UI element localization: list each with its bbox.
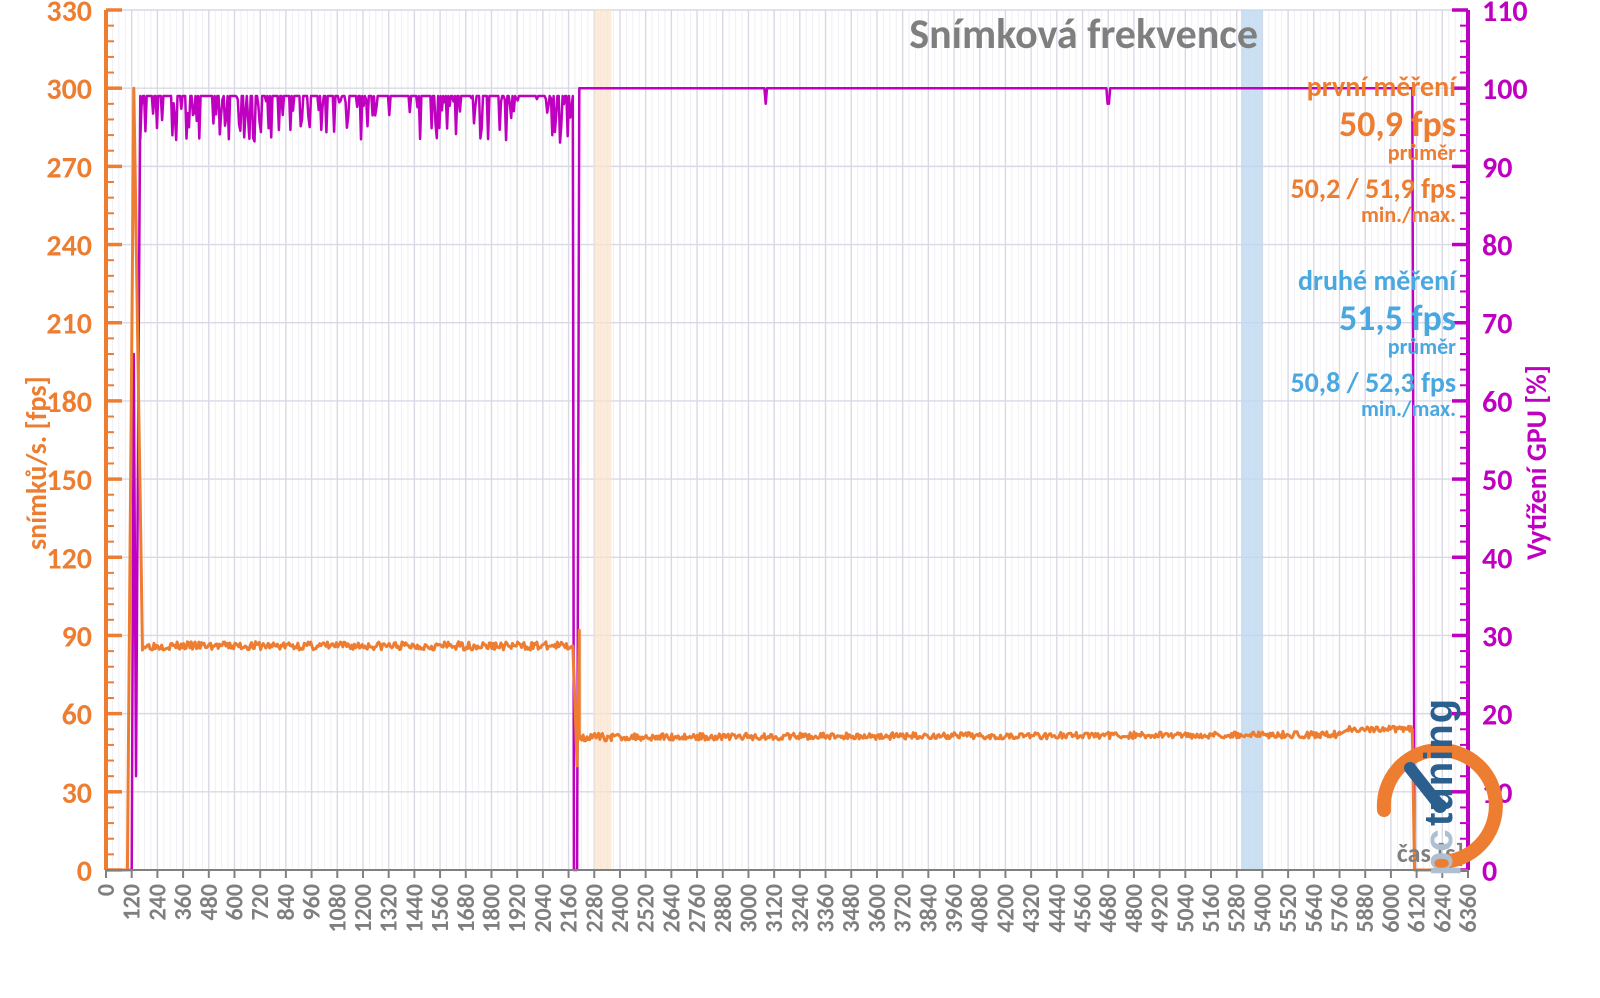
y-left-tick-label: 90 <box>62 618 92 655</box>
anno-sub: min./max. <box>1361 395 1456 422</box>
x-tick-label: 240 <box>143 884 172 921</box>
y-left-tick-label: 60 <box>62 697 92 734</box>
x-tick-label: 3480 <box>837 884 866 933</box>
x-tick-label: 3000 <box>734 884 763 933</box>
x-tick-label: 3240 <box>786 884 815 933</box>
anno-header: první měření <box>1307 69 1458 104</box>
x-tick-label: 2040 <box>529 884 558 933</box>
x-tick-label: 5280 <box>1223 884 1252 933</box>
y-right-tick-label: 80 <box>1482 228 1512 265</box>
x-tick-label: 5040 <box>1171 884 1200 933</box>
x-tick-label: 5520 <box>1274 884 1303 933</box>
x-tick-label: 3960 <box>940 884 969 933</box>
x-tick-label: 4320 <box>1017 884 1046 933</box>
x-tick-label: 1680 <box>452 884 481 933</box>
y-left-axis-label: snímků/s. [fps] <box>19 376 54 550</box>
x-tick-label: 1200 <box>349 884 378 933</box>
x-tick-label: 2640 <box>657 884 686 933</box>
y-right-tick-label: 90 <box>1482 149 1512 186</box>
x-tick-label: 1800 <box>477 884 506 933</box>
x-tick-label: 6360 <box>1454 884 1483 933</box>
y-left-tick-label: 330 <box>46 0 92 30</box>
x-tick-label: 3840 <box>914 884 943 933</box>
y-right-tick-label: 0 <box>1482 853 1497 890</box>
anno-sub: průměr <box>1388 333 1456 360</box>
x-tick-label: 4920 <box>1146 884 1175 933</box>
y-right-tick-label: 20 <box>1482 697 1512 734</box>
y-right-tick-label: 50 <box>1482 462 1512 499</box>
y-left-tick-label: 300 <box>46 71 92 108</box>
x-tick-label: 840 <box>272 884 301 921</box>
x-tick-label: 1560 <box>426 884 455 933</box>
x-tick-label: 120 <box>118 884 147 921</box>
y-right-tick-label: 100 <box>1482 71 1528 108</box>
x-tick-label: 2520 <box>632 884 661 933</box>
x-tick-label: 4080 <box>966 884 995 933</box>
x-tick-label: 1320 <box>375 884 404 933</box>
x-tick-label: 3600 <box>863 884 892 933</box>
logo-text-tuning: tuning <box>1417 698 1461 826</box>
x-tick-label: 5640 <box>1300 884 1329 933</box>
chart-svg: 0306090120150180210240270300330010203040… <box>0 0 1600 998</box>
x-tick-label: 360 <box>169 884 198 921</box>
chart-title: Snímková frekvence <box>909 9 1258 60</box>
x-tick-label: 5880 <box>1351 884 1380 933</box>
x-tick-label: 1920 <box>503 884 532 933</box>
logo-text-pc: pc <box>1417 829 1461 876</box>
x-tick-label: 5400 <box>1248 884 1277 933</box>
x-tick-label: 720 <box>246 884 275 921</box>
y-left-tick-label: 30 <box>62 775 92 812</box>
x-tick-label: 960 <box>298 884 327 921</box>
x-tick-label: 2760 <box>683 884 712 933</box>
anno-sub: průměr <box>1388 139 1456 166</box>
y-right-tick-label: 30 <box>1482 618 1512 655</box>
x-tick-label: 3720 <box>889 884 918 933</box>
x-tick-label: 1080 <box>323 884 352 933</box>
y-left-tick-label: 210 <box>46 306 92 343</box>
x-tick-label: 4440 <box>1043 884 1072 933</box>
x-tick-label: 2880 <box>709 884 738 933</box>
y-right-tick-label: 110 <box>1482 0 1528 30</box>
y-left-tick-label: 240 <box>46 228 92 265</box>
x-tick-label: 3360 <box>812 884 841 933</box>
x-tick-label: 4680 <box>1094 884 1123 933</box>
x-tick-label: 480 <box>195 884 224 921</box>
y-right-tick-label: 60 <box>1482 384 1512 421</box>
x-tick-label: 4800 <box>1120 884 1149 933</box>
chart-container: 0306090120150180210240270300330010203040… <box>0 0 1600 998</box>
anno-header: druhé měření <box>1298 263 1458 298</box>
x-tick-label: 5760 <box>1326 884 1355 933</box>
x-tick-label: 6240 <box>1428 884 1457 933</box>
x-tick-label: 4200 <box>991 884 1020 933</box>
x-tick-label: 2280 <box>580 884 609 933</box>
y-right-tick-label: 70 <box>1482 306 1512 343</box>
x-tick-label: 0 <box>92 884 121 896</box>
y-left-tick-label: 0 <box>77 853 92 890</box>
highlight-band <box>1241 10 1262 870</box>
anno-sub: min./max. <box>1361 201 1456 228</box>
x-tick-label: 5160 <box>1197 884 1226 933</box>
x-tick-label: 6000 <box>1377 884 1406 933</box>
x-tick-label: 600 <box>220 884 249 921</box>
x-tick-label: 3120 <box>760 884 789 933</box>
highlight-band <box>594 10 611 870</box>
y-right-tick-label: 40 <box>1482 540 1512 577</box>
x-tick-label: 4560 <box>1069 884 1098 933</box>
x-tick-label: 6120 <box>1403 884 1432 933</box>
y-right-axis-label: Vytížení GPU [%] <box>1519 365 1554 560</box>
x-tick-label: 1440 <box>400 884 429 933</box>
x-tick-label: 2400 <box>606 884 635 933</box>
y-left-tick-label: 270 <box>46 149 92 186</box>
x-tick-label: 2160 <box>555 884 584 933</box>
